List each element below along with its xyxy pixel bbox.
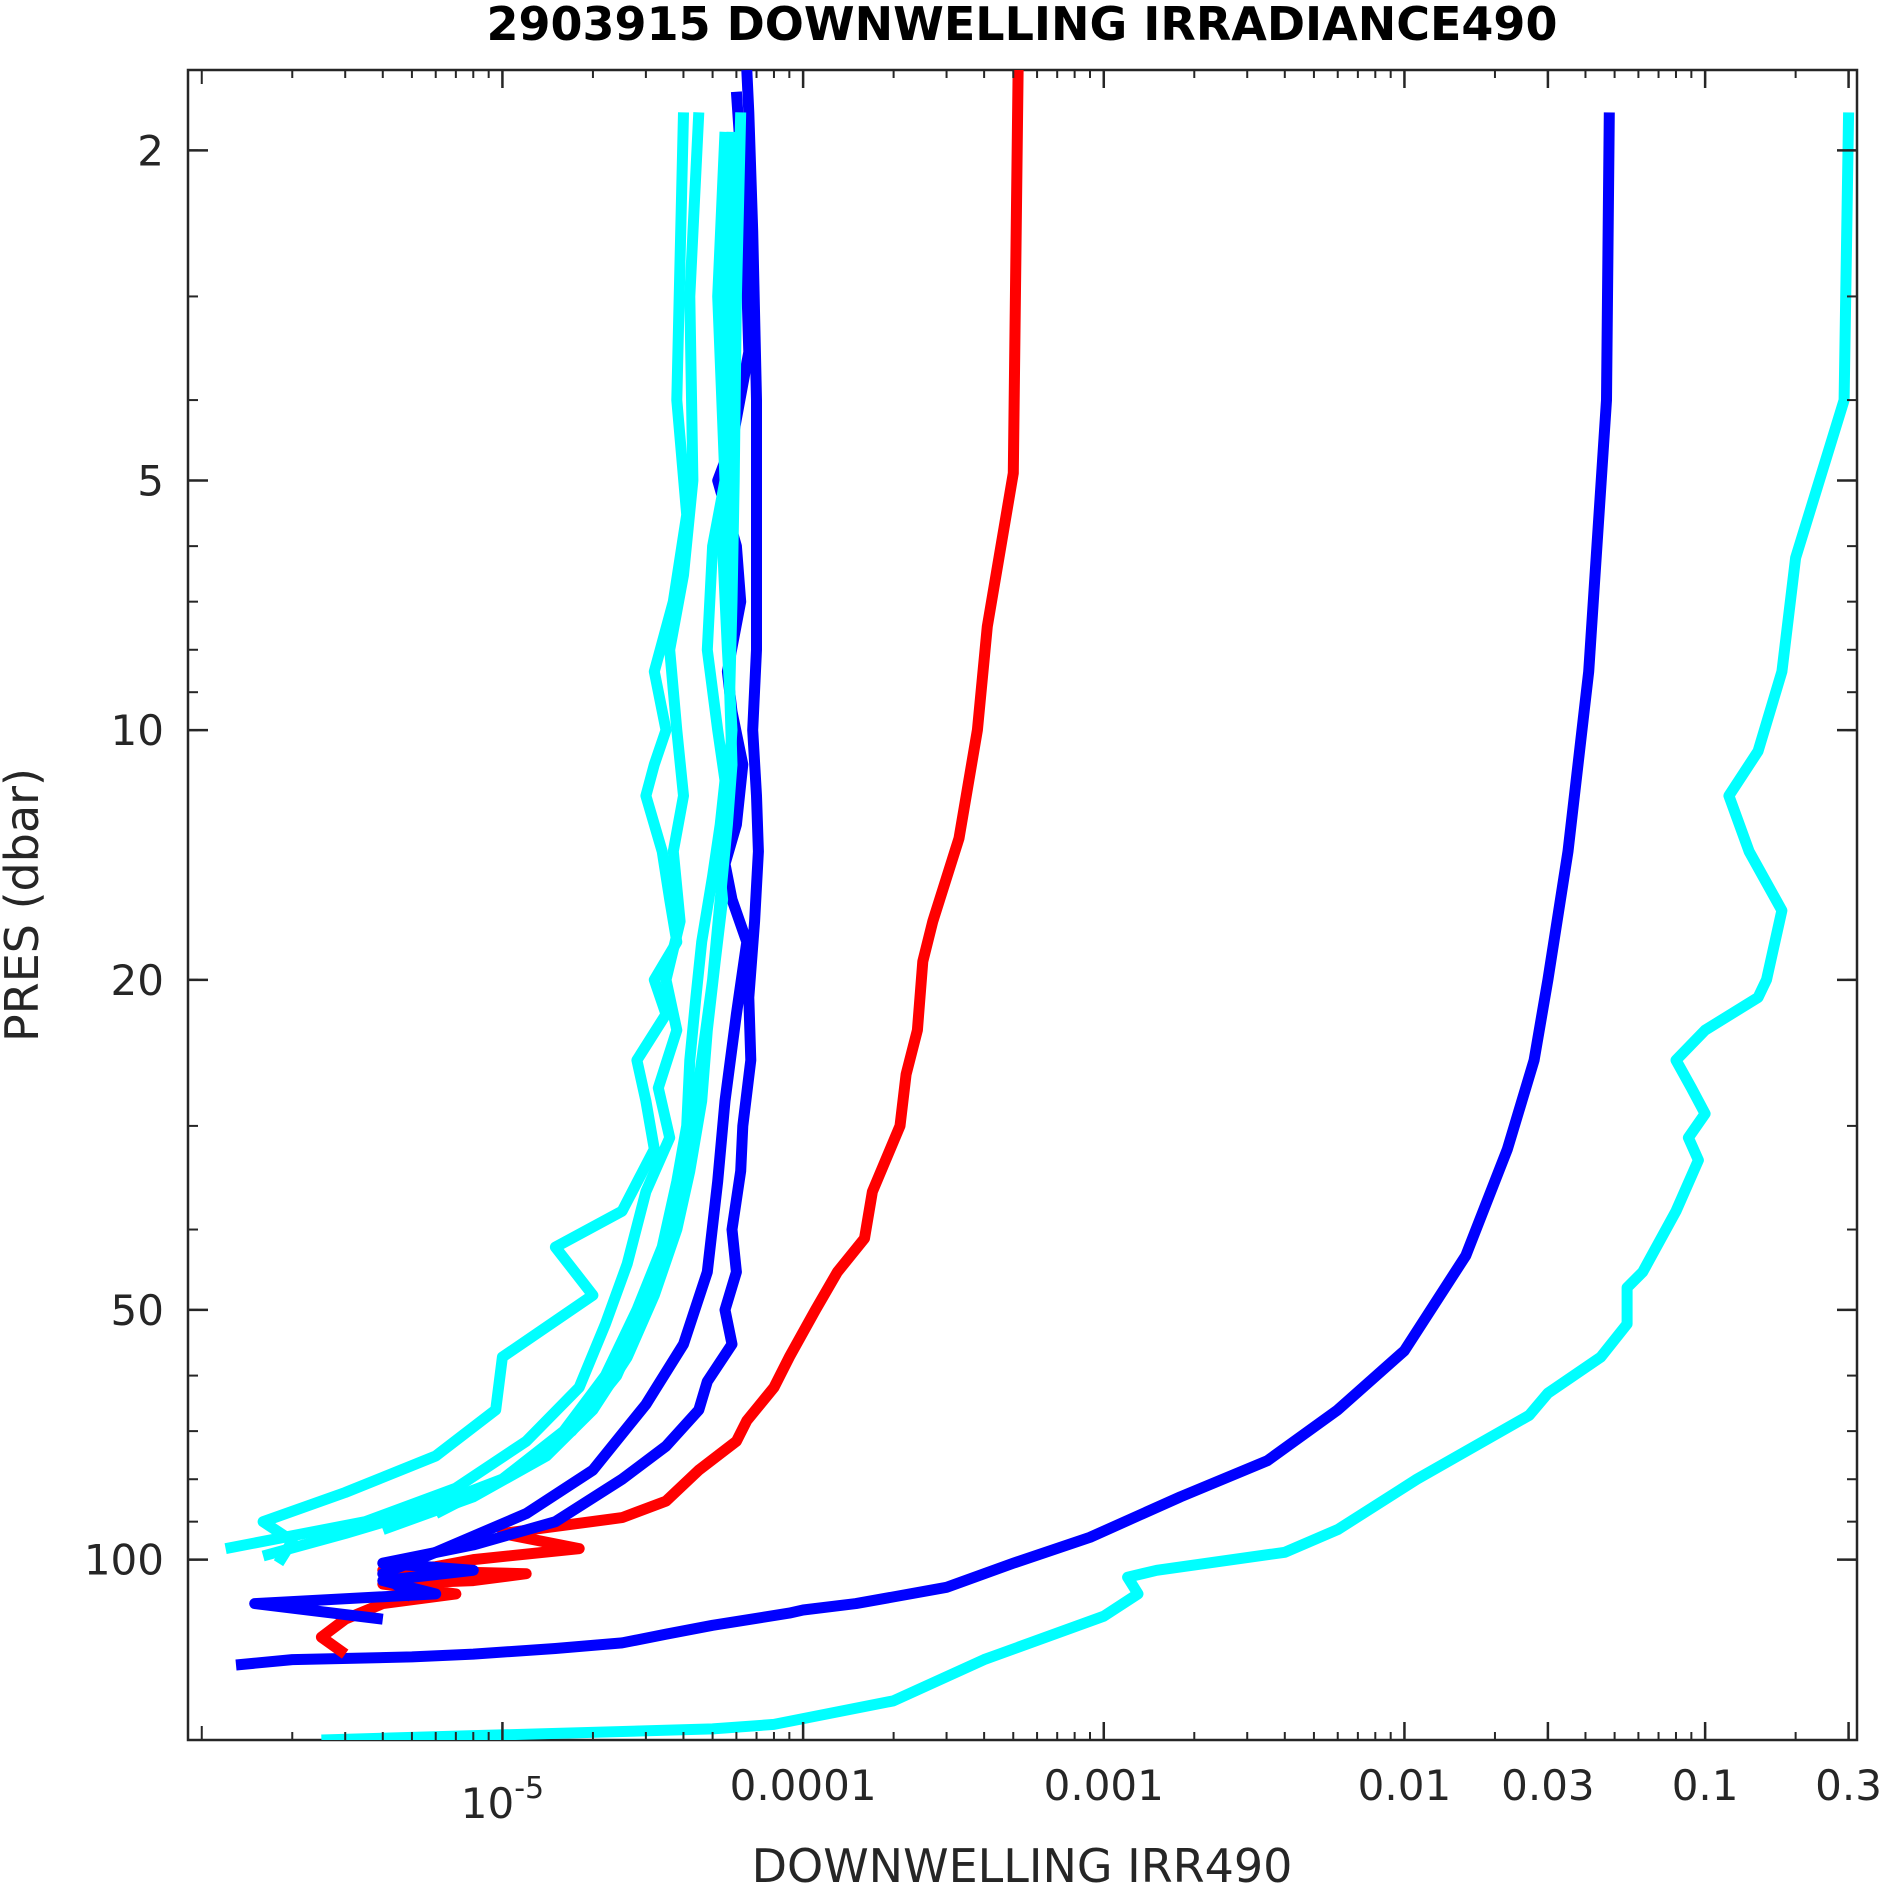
y-axis-title: PRES (dbar) [0, 768, 49, 1042]
x-tick-label: 0.0001 [730, 1761, 877, 1810]
y-tick-label: 2 [137, 126, 164, 175]
x-tick-label: 0.001 [1044, 1761, 1164, 1810]
series-line-1 [321, 112, 1855, 1740]
series-line-2 [235, 112, 1615, 1671]
x-tick-label: 0.3 [1815, 1761, 1882, 1810]
y-axis: 2 5 10 20 50 100 [84, 126, 1857, 1585]
series-line-6 [257, 112, 693, 1567]
x-tick-label: 0.1 [1672, 1761, 1739, 1810]
series-layer [224, 70, 1855, 1740]
chart-title: 2903915 DOWNWELLING IRRADIANCE490 [487, 0, 1558, 51]
series-line-3 [315, 70, 1024, 1659]
x-tick-label: 10-5 [461, 1771, 544, 1828]
x-tick-label: 0.01 [1358, 1761, 1452, 1810]
y-tick-label: 50 [111, 1286, 164, 1335]
x-tick-label: 0.03 [1501, 1761, 1595, 1810]
x-axis-title: DOWNWELLING IRR490 [752, 1839, 1293, 1893]
y-tick-label: 5 [137, 456, 164, 505]
x-axis: 10-5 0.0001 0.001 0.01 0.03 0.1 0.3 [187, 70, 1882, 1828]
y-tick-label: 20 [111, 956, 164, 1005]
series-line-7 [224, 112, 705, 1555]
series-line-5 [377, 91, 755, 1602]
series-line-10 [433, 112, 747, 1519]
y-tick-label: 10 [111, 706, 164, 755]
y-tick-label: 100 [84, 1536, 164, 1585]
